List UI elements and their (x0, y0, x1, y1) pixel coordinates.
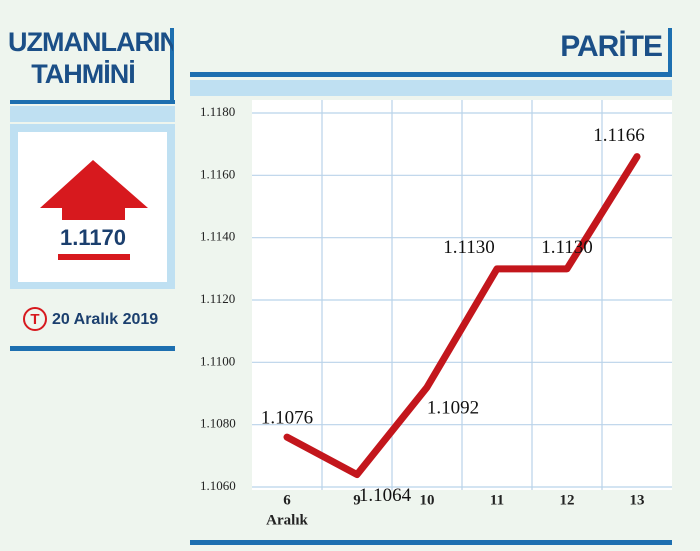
value-label: 1.1076 (261, 407, 313, 428)
forecast-title: UZMANLARIN TAHMİNİ (8, 27, 173, 89)
title-rule (668, 28, 672, 72)
rule (10, 346, 175, 351)
rule (190, 540, 672, 545)
forecast-value: 1.1170 (60, 225, 126, 250)
title-rule (170, 28, 174, 100)
logo-text: T (30, 311, 39, 328)
y-tick-label: 1.1120 (200, 291, 235, 306)
x-note: Aralık (266, 512, 308, 528)
band (190, 80, 672, 96)
y-tick-label: 1.1060 (200, 478, 236, 493)
y-tick-label: 1.1180 (200, 104, 235, 119)
x-tick-label: 6 (283, 492, 291, 508)
underline (58, 254, 130, 260)
y-tick-label: 1.1080 (200, 416, 236, 431)
up-arrow (40, 160, 148, 220)
date: 20 Aralık 2019 (52, 311, 158, 328)
x-tick-label: 9 (353, 492, 361, 508)
forecast-title-box: UZMANLARIN TAHMİNİ (8, 27, 173, 89)
value-label: 1.1166 (593, 125, 645, 146)
y-tick-label: 1.1100 (200, 353, 235, 368)
x-tick-label: 10 (420, 492, 435, 508)
band (10, 106, 175, 122)
rule (190, 72, 672, 77)
x-tick-label: 12 (560, 492, 575, 508)
x-tick-label: 13 (630, 492, 645, 508)
value-label: 1.1092 (427, 398, 479, 419)
line (283, 153, 641, 479)
y-tick-label: 1.1160 (200, 166, 235, 181)
logo (23, 307, 47, 331)
value-label: 1.1130 (541, 237, 593, 258)
value-label: 1.1130 (443, 237, 495, 258)
x-tick-label: 11 (490, 492, 504, 508)
y-tick-label: 1.1140 (200, 229, 235, 244)
rule (10, 100, 175, 104)
chart-title: PARİTE (560, 30, 662, 63)
value-label: 1.1064 (359, 485, 412, 506)
